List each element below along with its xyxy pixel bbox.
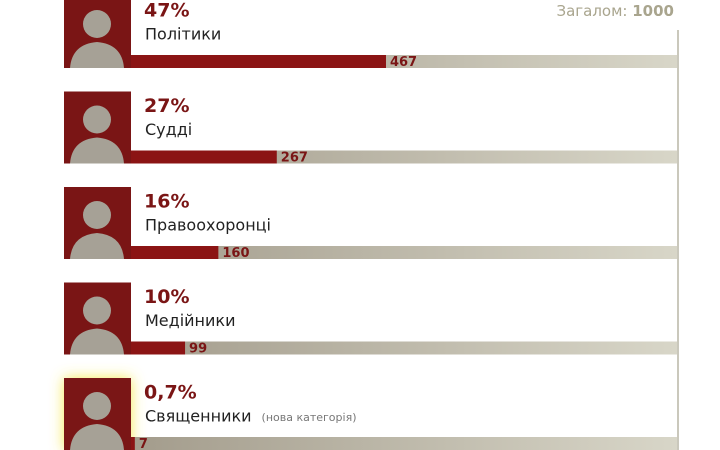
portrait-body (70, 424, 124, 450)
total-label: Загалом: (556, 2, 627, 20)
portrait-body (70, 328, 124, 355)
bar (131, 246, 219, 259)
share-label: 10% (144, 286, 189, 308)
value-label: 160 (222, 246, 249, 261)
bar-track (131, 246, 677, 259)
bar-track (131, 437, 677, 450)
category-label: Правоохоронці (145, 216, 271, 235)
portrait-head (83, 105, 111, 134)
value-label: 467 (390, 55, 417, 70)
annotation: (нова категорія) (262, 411, 357, 424)
category-label: Медійники (145, 311, 235, 330)
portrait (64, 187, 131, 259)
bar (131, 55, 386, 68)
total: Загалом: 1000 (556, 2, 674, 20)
portrait-body (70, 42, 124, 68)
bar-track (131, 341, 677, 355)
portrait-body (70, 137, 124, 164)
portrait (64, 282, 131, 355)
bar (131, 437, 135, 450)
bar (131, 150, 277, 164)
category-label: Судді (145, 120, 192, 139)
share-label: 16% (144, 191, 189, 213)
portrait-body (70, 233, 124, 259)
value-label: 267 (281, 151, 308, 166)
share-label: 47% (144, 0, 189, 22)
portrait (64, 378, 131, 450)
portrait (64, 0, 131, 68)
category-label: Політики (145, 25, 221, 44)
share-label: 27% (144, 95, 189, 117)
portrait (64, 91, 131, 164)
bar (131, 341, 186, 355)
share-label: 0,7% (144, 382, 197, 404)
portrait-head (83, 201, 111, 229)
value-label: 7 (139, 437, 148, 450)
value-label: 99 (189, 342, 207, 357)
total-value: 1000 (632, 2, 674, 20)
category-label: Священники (145, 407, 252, 426)
portrait-head (83, 296, 111, 325)
portrait-head (83, 10, 111, 38)
portrait-head (83, 392, 111, 420)
